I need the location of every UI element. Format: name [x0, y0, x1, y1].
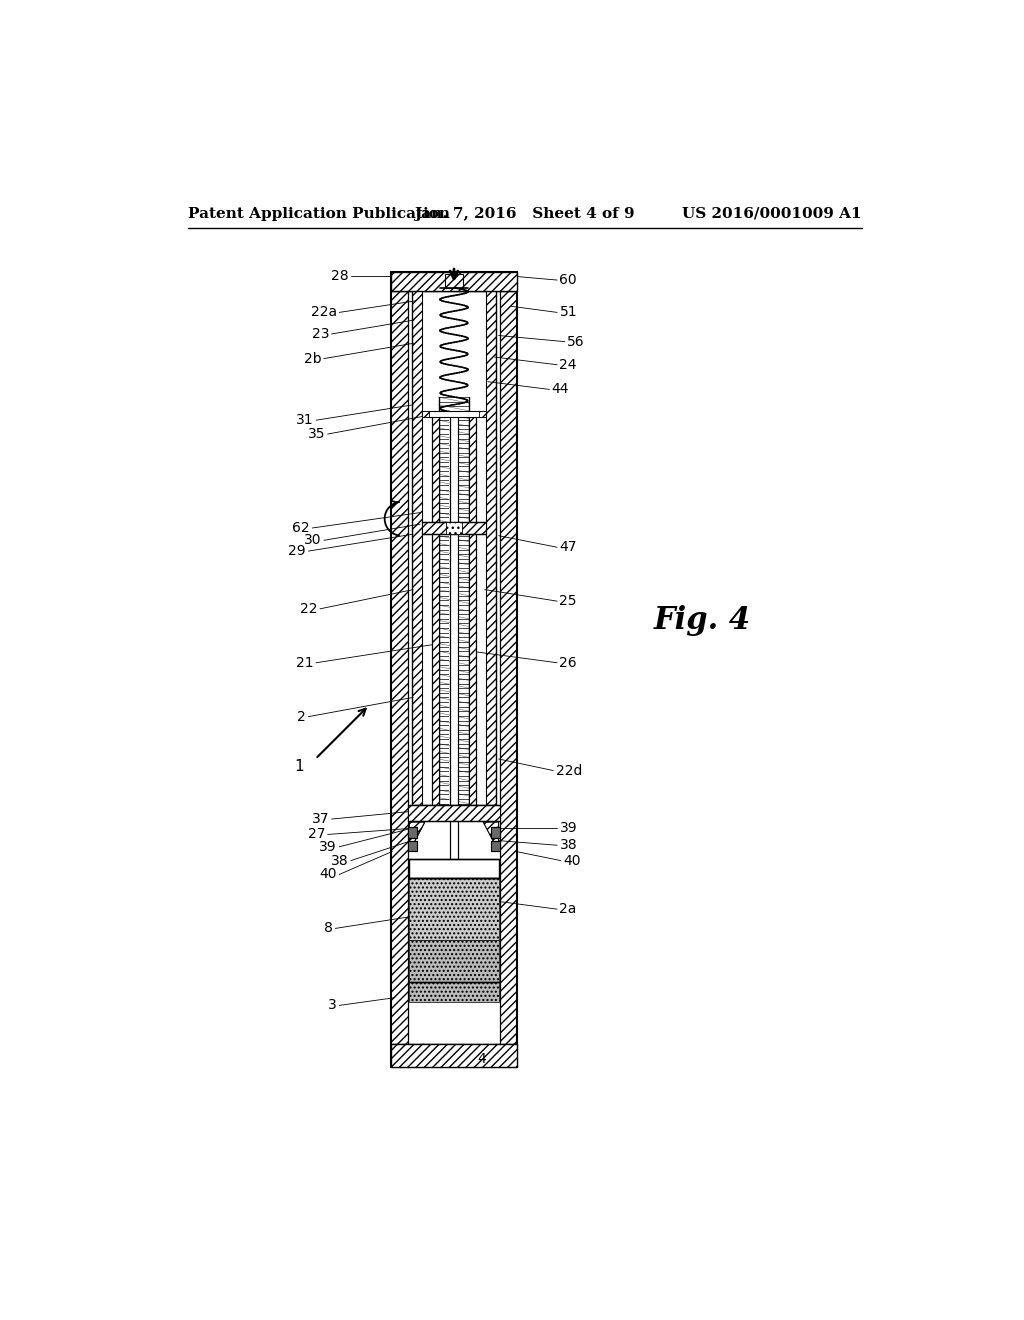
- Bar: [446, 521, 462, 535]
- Text: 40: 40: [319, 867, 337, 882]
- Text: 1: 1: [294, 759, 304, 775]
- Text: 35: 35: [308, 428, 326, 441]
- Text: 37: 37: [311, 812, 330, 826]
- Text: 56: 56: [567, 335, 585, 348]
- Text: 2: 2: [297, 710, 306, 723]
- Text: 31: 31: [296, 413, 313, 428]
- Text: 22d: 22d: [556, 763, 582, 777]
- Text: 22a: 22a: [311, 305, 337, 319]
- Text: 26: 26: [559, 656, 578, 669]
- Text: 29: 29: [289, 544, 306, 558]
- Bar: [422, 521, 486, 535]
- Text: 2a: 2a: [559, 902, 577, 916]
- Bar: [450, 412, 459, 882]
- Text: 4: 4: [477, 1052, 485, 1067]
- Text: 22: 22: [300, 602, 317, 616]
- Text: 2b: 2b: [304, 351, 322, 366]
- Bar: [412, 290, 422, 805]
- Bar: [408, 805, 500, 821]
- Text: 51: 51: [559, 305, 578, 319]
- Text: 38: 38: [331, 854, 348, 867]
- Polygon shape: [410, 822, 425, 851]
- Text: 30: 30: [304, 533, 322, 548]
- Bar: [490, 841, 500, 851]
- Bar: [479, 411, 486, 417]
- Bar: [444, 275, 463, 288]
- Text: 27: 27: [308, 828, 326, 841]
- Text: Fig. 4: Fig. 4: [654, 605, 752, 636]
- Text: 39: 39: [559, 821, 578, 836]
- Bar: [469, 412, 475, 805]
- Text: 62: 62: [292, 521, 310, 535]
- Bar: [451, 412, 458, 882]
- Text: 40: 40: [563, 854, 581, 867]
- Text: Jan. 7, 2016   Sheet 4 of 9: Jan. 7, 2016 Sheet 4 of 9: [415, 207, 635, 220]
- Polygon shape: [410, 822, 425, 851]
- Text: 8: 8: [325, 921, 333, 936]
- Text: 3: 3: [328, 998, 337, 1012]
- Bar: [410, 940, 499, 1002]
- Text: 24: 24: [559, 358, 577, 372]
- Bar: [408, 841, 417, 851]
- Bar: [490, 826, 500, 837]
- Bar: [422, 411, 429, 417]
- Text: 21: 21: [296, 656, 313, 669]
- Text: 47: 47: [559, 540, 577, 554]
- Text: Patent Application Publication: Patent Application Publication: [188, 207, 451, 220]
- Text: 39: 39: [319, 840, 337, 854]
- Bar: [391, 290, 408, 1067]
- Bar: [408, 826, 417, 837]
- Bar: [500, 290, 517, 1067]
- Bar: [391, 272, 517, 290]
- Text: 44: 44: [552, 383, 569, 396]
- Text: 38: 38: [559, 838, 578, 853]
- Polygon shape: [483, 822, 499, 851]
- Bar: [432, 412, 438, 805]
- Text: 25: 25: [559, 594, 577, 609]
- Text: 23: 23: [311, 327, 330, 341]
- Text: 28: 28: [331, 269, 348, 284]
- Text: US 2016/0001009 A1: US 2016/0001009 A1: [682, 207, 862, 220]
- Bar: [410, 878, 499, 940]
- Bar: [422, 411, 486, 417]
- Text: 60: 60: [559, 273, 578, 286]
- Bar: [410, 859, 499, 878]
- Bar: [486, 290, 497, 805]
- Bar: [391, 1044, 517, 1067]
